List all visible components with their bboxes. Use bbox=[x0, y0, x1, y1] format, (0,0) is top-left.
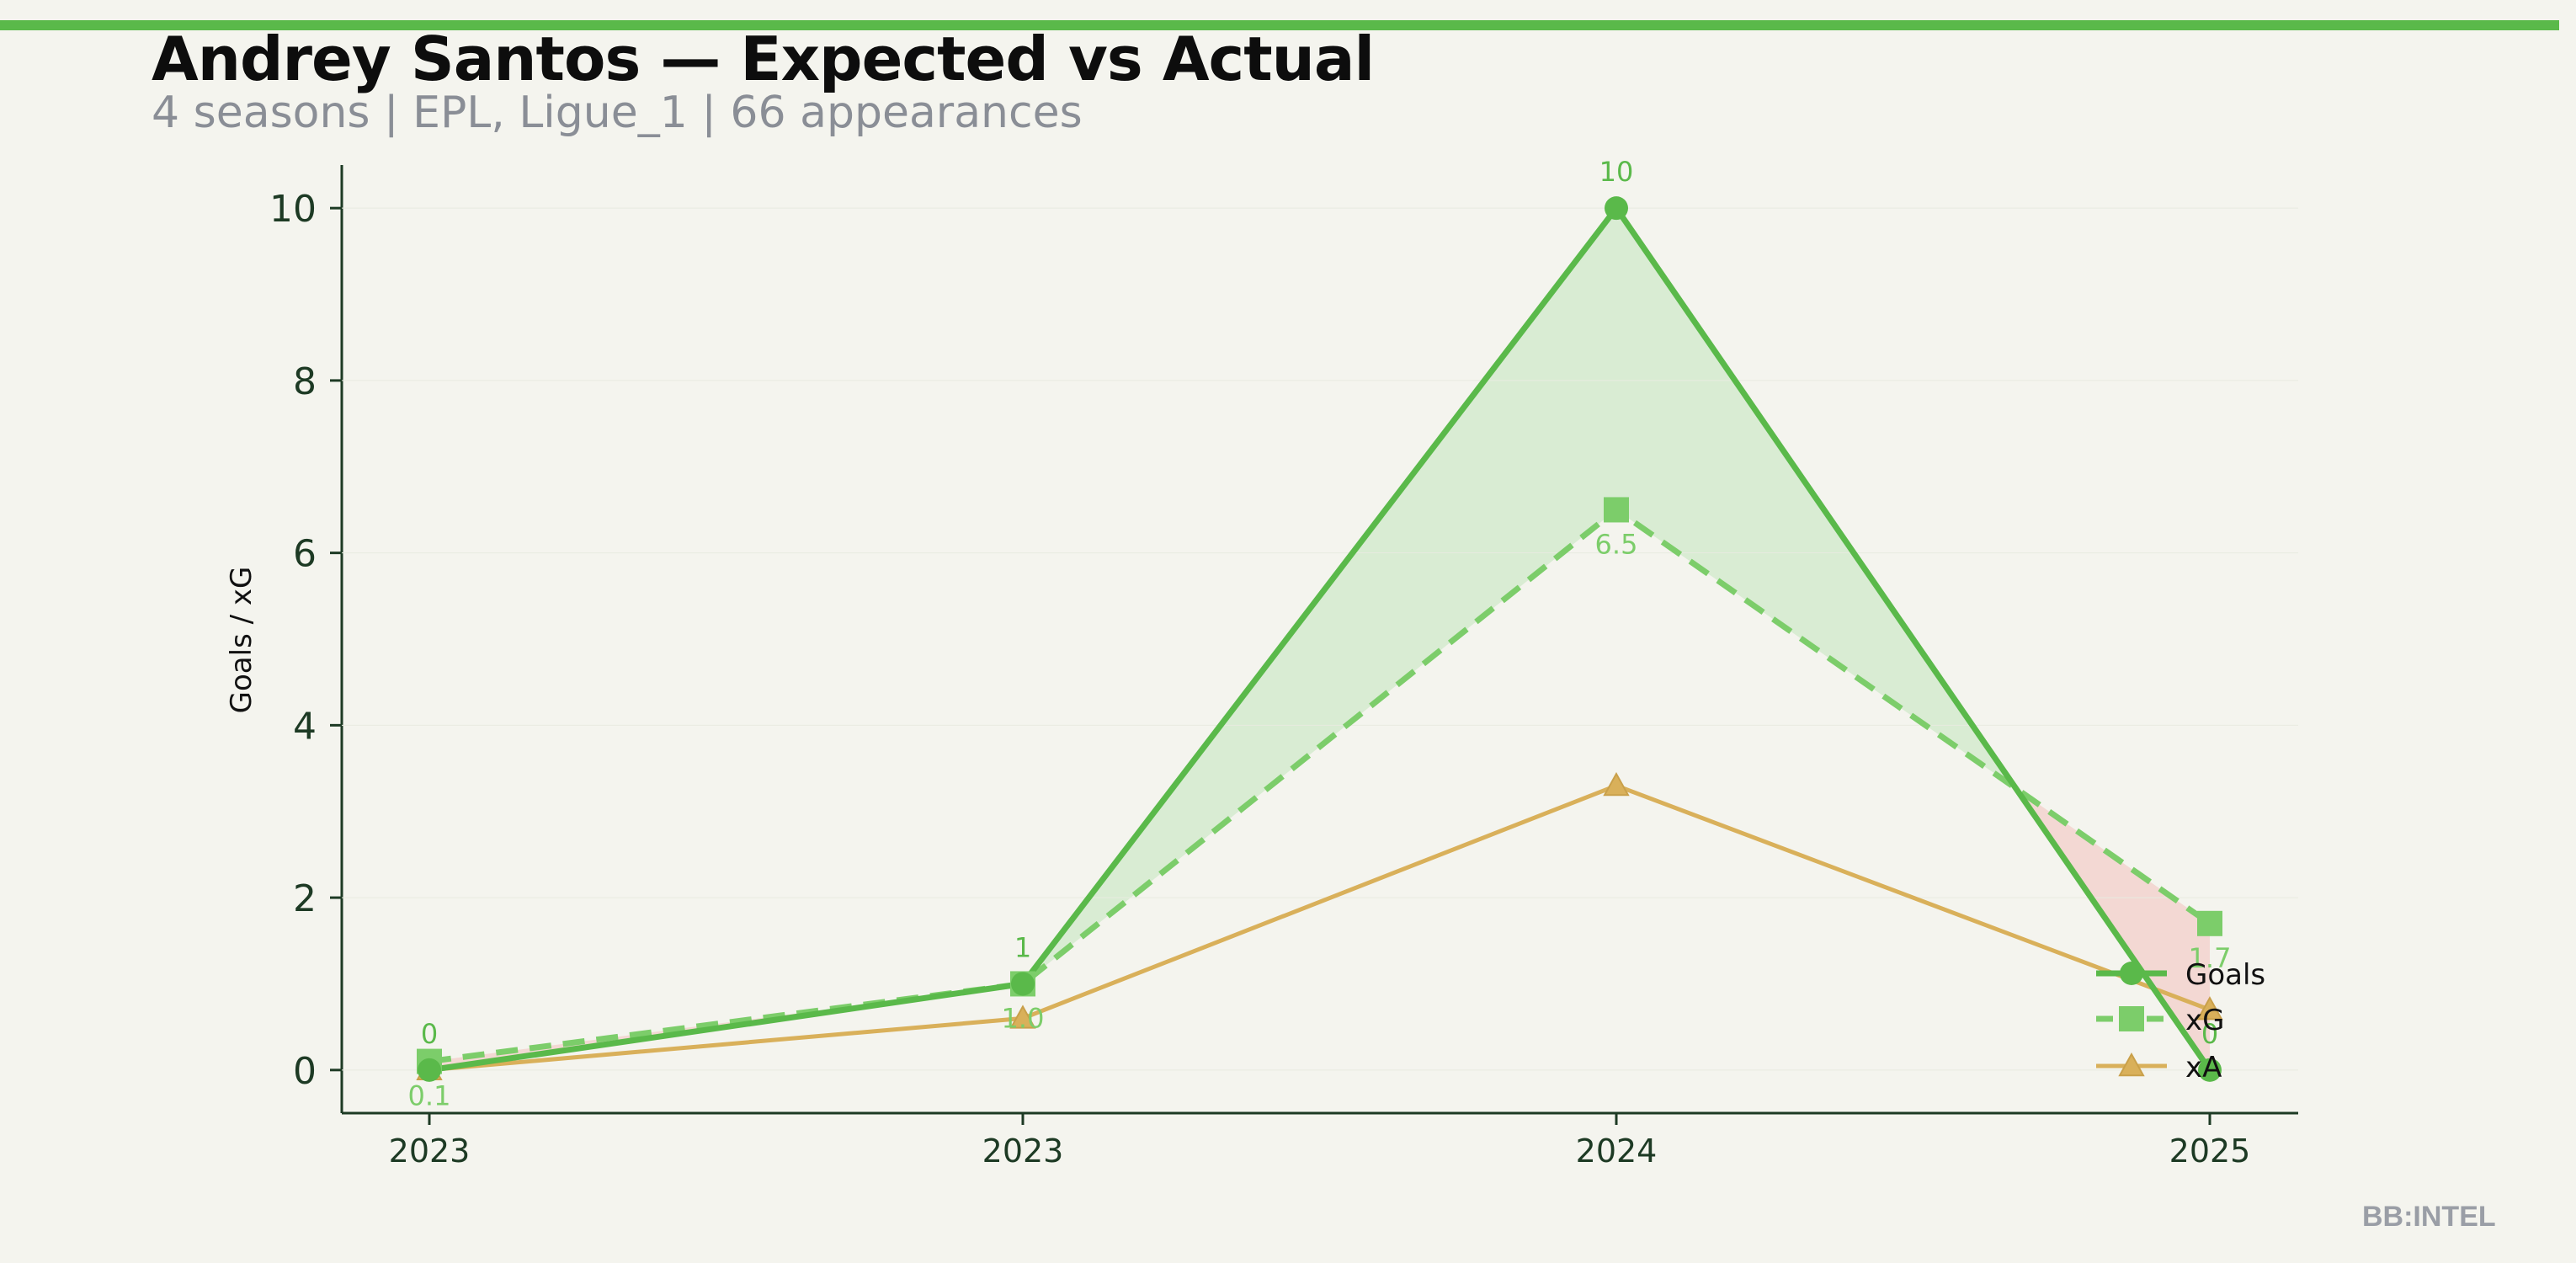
xg-data-label: 1.0 bbox=[1002, 1002, 1045, 1034]
xg-marker bbox=[2197, 910, 2222, 936]
accent-bar bbox=[0, 20, 2559, 30]
x-tick-label: 2023 bbox=[389, 1132, 471, 1170]
goals-marker bbox=[1011, 972, 1035, 996]
y-tick-label: 2 bbox=[293, 877, 317, 920]
xg-marker bbox=[1604, 497, 1629, 523]
goals-data-label: 1 bbox=[1014, 931, 1031, 963]
chart-subtitle: 4 seasons | EPL, Ligue_1 | 66 appearance… bbox=[152, 88, 1083, 138]
goals-data-label: 10 bbox=[1599, 156, 1634, 188]
y-tick-label: 0 bbox=[293, 1050, 317, 1093]
y-tick-label: 8 bbox=[293, 360, 317, 403]
goals-marker bbox=[1605, 196, 1628, 221]
chart-title: Andrey Santos — Expected vs Actual bbox=[152, 24, 1375, 94]
x-tick-label: 2023 bbox=[982, 1132, 1064, 1170]
legend-goals-label: Goals bbox=[2185, 958, 2265, 992]
legend-xg-marker bbox=[2119, 1006, 2144, 1031]
y-tick-label: 10 bbox=[269, 188, 317, 231]
legend-xa-label: xA bbox=[2185, 1051, 2222, 1084]
xa-marker bbox=[1603, 771, 1630, 797]
goals-data-label: 0 bbox=[421, 1018, 438, 1050]
xa-marker bbox=[1009, 1005, 1036, 1029]
goals-line bbox=[428, 203, 2212, 1074]
legend-xa-marker bbox=[2118, 1052, 2145, 1077]
goals-marker bbox=[418, 1058, 441, 1082]
goals-data-label: 0 bbox=[2201, 1018, 2218, 1050]
goals-marker bbox=[2198, 1058, 2222, 1082]
xg-data-label: 0.1 bbox=[408, 1080, 451, 1112]
x-tick-label: 2024 bbox=[1576, 1132, 1658, 1170]
data-labels: 0 1 10 0 0.1 1.0 6.5 1.7 bbox=[408, 156, 2232, 1111]
xa-marker bbox=[2196, 996, 2223, 1021]
legend: Goals xG xA bbox=[2096, 958, 2265, 1084]
xa-line bbox=[428, 783, 2211, 1073]
watermark: BB:INTEL bbox=[2362, 1201, 2496, 1233]
y-tick-label: 4 bbox=[293, 705, 317, 748]
xg-line bbox=[428, 506, 2212, 1065]
y-axis-label: Goals / xG bbox=[225, 567, 258, 714]
series-lines bbox=[416, 196, 2223, 1082]
fill-areas bbox=[429, 208, 2210, 1070]
xg-data-label: 6.5 bbox=[1595, 528, 1638, 560]
y-tick-label: 6 bbox=[293, 533, 317, 576]
legend-goals-marker bbox=[2120, 962, 2143, 985]
legend-xg-label: xG bbox=[2185, 1004, 2224, 1037]
xg-data-label: 1.7 bbox=[2189, 942, 2232, 974]
x-tick-label: 2025 bbox=[2169, 1132, 2251, 1170]
